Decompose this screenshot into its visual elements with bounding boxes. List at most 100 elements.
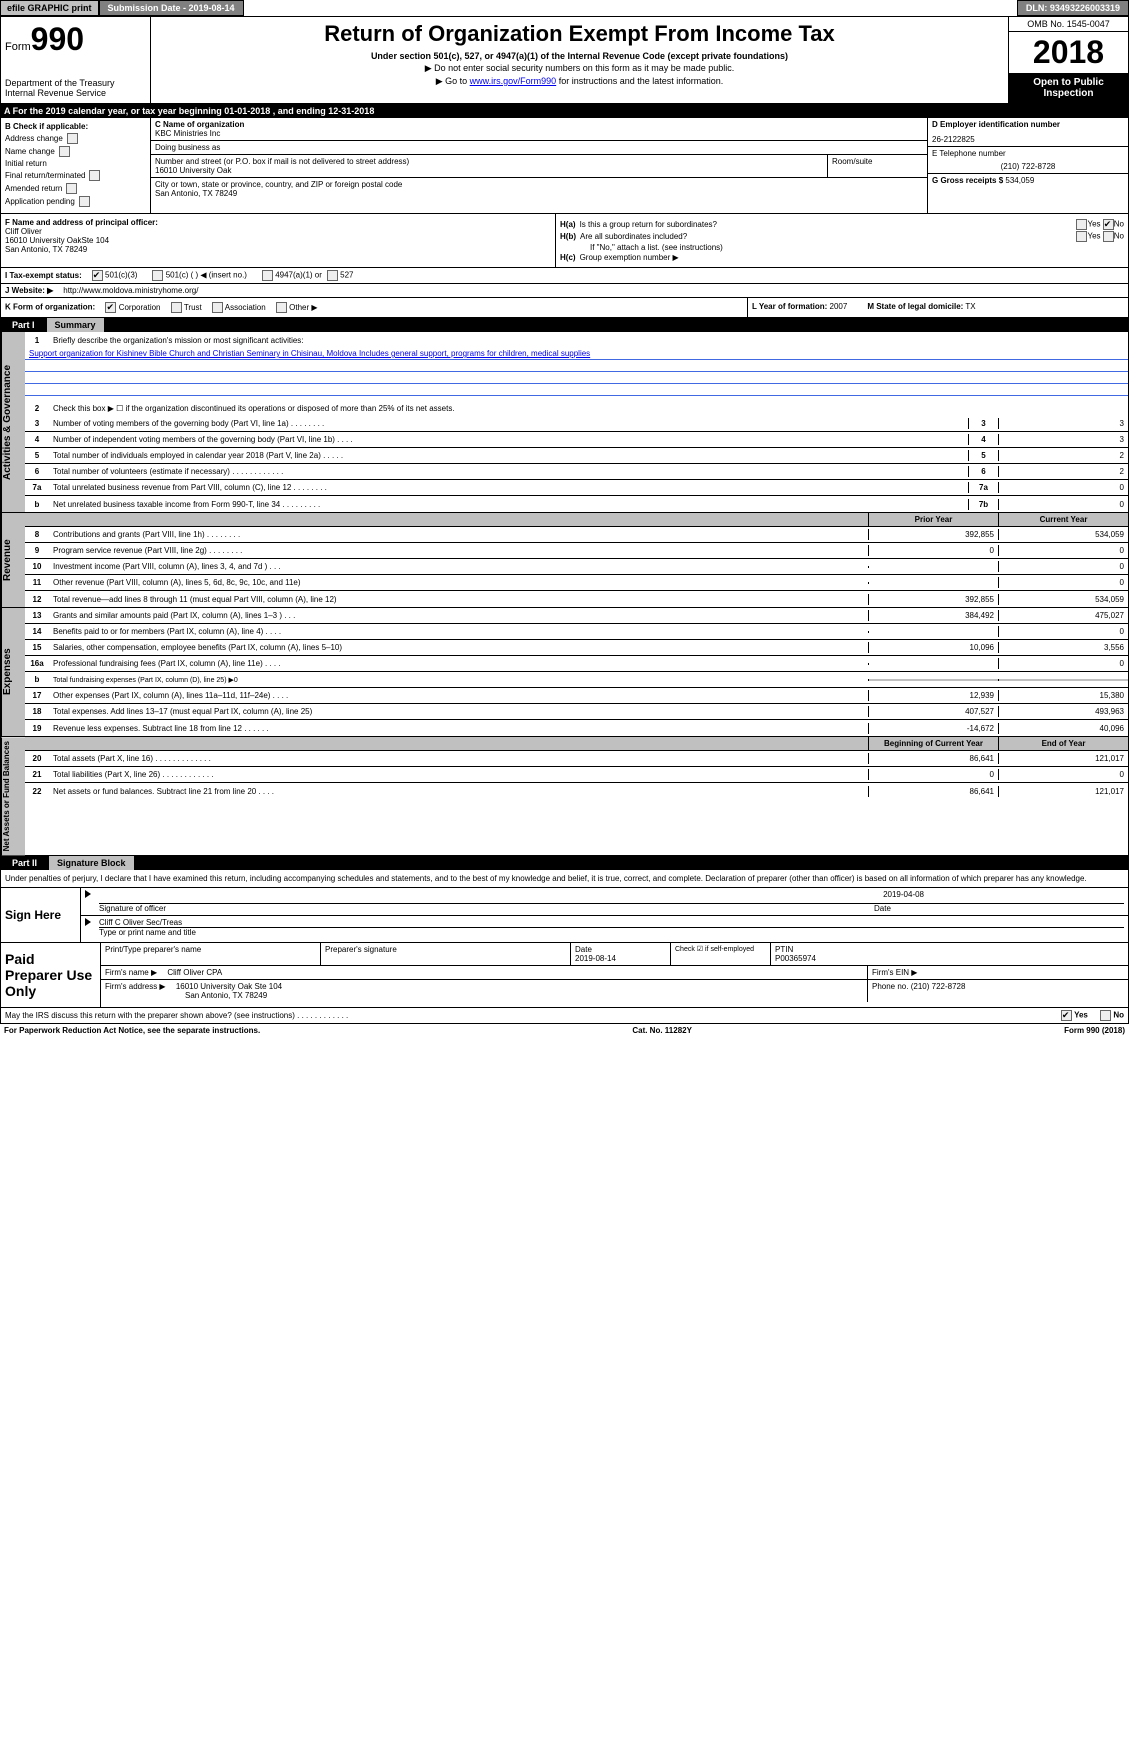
year-formation: 2007	[830, 302, 848, 311]
data-line: 8Contributions and grants (Part VIII, li…	[25, 527, 1128, 543]
declaration: Under penalties of perjury, I declare th…	[0, 870, 1129, 888]
ptin: P00365974	[775, 954, 1124, 963]
hb-no[interactable]	[1103, 231, 1114, 242]
submission-date: Submission Date - 2019-08-14	[99, 0, 244, 16]
section-j: J Website: ▶ http://www.moldova.ministry…	[0, 284, 1129, 298]
gov-line: 6Total number of volunteers (estimate if…	[25, 464, 1128, 480]
footer: For Paperwork Reduction Act Notice, see …	[0, 1024, 1129, 1037]
check-amended[interactable]	[66, 183, 77, 194]
gross-label: G Gross receipts $	[932, 176, 1003, 185]
open-public: Open to Public Inspection	[1009, 73, 1128, 103]
col-c: C Name of organization KBC Ministries In…	[151, 118, 1128, 213]
form-center: Return of Organization Exempt From Incom…	[151, 17, 1008, 103]
k-corp[interactable]	[105, 302, 116, 313]
discuss-yes[interactable]	[1061, 1010, 1072, 1021]
discuss-no[interactable]	[1100, 1010, 1111, 1021]
form-right: OMB No. 1545-0047 2018 Open to Public In…	[1008, 17, 1128, 103]
form-left: Form990 Department of the Treasury Inter…	[1, 17, 151, 103]
data-line: 15Salaries, other compensation, employee…	[25, 640, 1128, 656]
top-bar: efile GRAPHIC print Submission Date - 20…	[0, 0, 1129, 16]
form-prefix: Form	[5, 41, 31, 53]
vtab-netassets: Net Assets or Fund Balances	[1, 737, 25, 855]
k-trust[interactable]	[171, 302, 182, 313]
revenue-section: Revenue Prior Year Current Year 8Contrib…	[0, 513, 1129, 608]
street: 16010 University Oak	[155, 166, 823, 175]
officer-addr1: 16010 University OakSte 104	[5, 236, 551, 245]
ha-yes[interactable]	[1076, 219, 1087, 230]
data-line: 14Benefits paid to or for members (Part …	[25, 624, 1128, 640]
form-header: Form990 Department of the Treasury Inter…	[0, 16, 1129, 104]
firm-name: Cliff Oliver CPA	[167, 968, 222, 977]
sign-here-label: Sign Here	[1, 888, 81, 942]
dln: DLN: 93493226003319	[1017, 0, 1129, 16]
irs: Internal Revenue Service	[5, 88, 146, 98]
part2-header: Part II Signature Block	[0, 856, 1129, 870]
k-other[interactable]	[276, 302, 287, 313]
note-ssn: ▶ Do not enter social security numbers o…	[155, 63, 1004, 74]
discuss-row: May the IRS discuss this return with the…	[0, 1008, 1129, 1024]
i-501c[interactable]	[152, 270, 163, 281]
gov-line: bNet unrelated business taxable income f…	[25, 496, 1128, 512]
data-line: bTotal fundraising expenses (Part IX, co…	[25, 672, 1128, 688]
ein: 26-2122825	[932, 135, 1124, 144]
mission-text[interactable]: Support organization for Kishinev Bible …	[29, 349, 590, 358]
hb-yes[interactable]	[1076, 231, 1087, 242]
vtab-revenue: Revenue	[1, 513, 25, 607]
form-title: Return of Organization Exempt From Incom…	[155, 21, 1004, 47]
f-label: F Name and address of principal officer:	[5, 218, 551, 227]
firm-addr2: San Antonio, TX 78249	[185, 991, 863, 1000]
data-line: 21Total liabilities (Part X, line 26) . …	[25, 767, 1128, 783]
officer-name: Cliff Oliver	[5, 227, 551, 236]
sign-here-block: Sign Here 2019-04-08 Signature of office…	[0, 888, 1129, 943]
col-current: Current Year	[998, 513, 1128, 526]
k-assoc[interactable]	[212, 302, 223, 313]
vtab-expenses: Expenses	[1, 608, 25, 736]
vtab-governance: Activities & Governance	[1, 332, 25, 512]
form-subtitle: Under section 501(c), 527, or 4947(a)(1)…	[155, 51, 1004, 61]
prep-date: 2019-08-14	[575, 954, 666, 963]
street-label: Number and street (or P.O. box if mail i…	[155, 157, 823, 166]
section-f: F Name and address of principal officer:…	[0, 214, 1129, 268]
cat-no: Cat. No. 11282Y	[632, 1026, 692, 1035]
check-address[interactable]	[67, 133, 78, 144]
ha-no[interactable]	[1103, 219, 1114, 230]
data-line: 18Total expenses. Add lines 13–17 (must …	[25, 704, 1128, 720]
gov-line: 7aTotal unrelated business revenue from …	[25, 480, 1128, 496]
room-label: Room/suite	[832, 157, 923, 166]
col-prior: Prior Year	[868, 513, 998, 526]
data-line: 13Grants and similar amounts paid (Part …	[25, 608, 1128, 624]
data-line: 22Net assets or fund balances. Subtract …	[25, 783, 1128, 799]
section-bc: B Check if applicable: Address change Na…	[0, 118, 1129, 214]
tax-year: 2018	[1009, 32, 1128, 73]
section-i: I Tax-exempt status: 501(c)(3) 501(c) ( …	[0, 268, 1129, 284]
expenses-section: Expenses 13Grants and similar amounts pa…	[0, 608, 1129, 737]
i-4947[interactable]	[262, 270, 273, 281]
org-name: KBC Ministries Inc	[155, 129, 923, 138]
row-a-period: A For the 2019 calendar year, or tax yea…	[0, 104, 1129, 118]
ein-label: D Employer identification number	[932, 120, 1124, 129]
dba-label: Doing business as	[155, 143, 923, 152]
gov-line: 5Total number of individuals employed in…	[25, 448, 1128, 464]
b-header: B Check if applicable:	[5, 122, 146, 131]
data-line: 17Other expenses (Part IX, column (A), l…	[25, 688, 1128, 704]
data-line: 11Other revenue (Part VIII, column (A), …	[25, 575, 1128, 591]
website-url: http://www.moldova.ministryhome.org/	[63, 286, 198, 295]
state-domicile: TX	[965, 302, 975, 311]
data-line: 12Total revenue—add lines 8 through 11 (…	[25, 591, 1128, 607]
phone-label: E Telephone number	[932, 149, 1124, 158]
col-d: D Employer identification number 26-2122…	[928, 118, 1128, 213]
data-line: 16aProfessional fundraising fees (Part I…	[25, 656, 1128, 672]
officer-printed: Cliff C Oliver Sec/Treas	[99, 918, 1124, 928]
col-end: End of Year	[998, 737, 1128, 750]
arrow-icon	[85, 890, 91, 898]
check-pending[interactable]	[79, 196, 90, 207]
org-name-label: C Name of organization	[155, 120, 923, 129]
irs-link[interactable]: www.irs.gov/Form990	[470, 76, 557, 86]
netassets-section: Net Assets or Fund Balances Beginning of…	[0, 737, 1129, 856]
check-name[interactable]	[59, 146, 70, 157]
dept-treasury: Department of the Treasury	[5, 78, 146, 88]
check-final[interactable]	[89, 170, 100, 181]
form-ref: Form 990 (2018)	[1064, 1026, 1125, 1035]
i-501c3[interactable]	[92, 270, 103, 281]
i-527[interactable]	[327, 270, 338, 281]
